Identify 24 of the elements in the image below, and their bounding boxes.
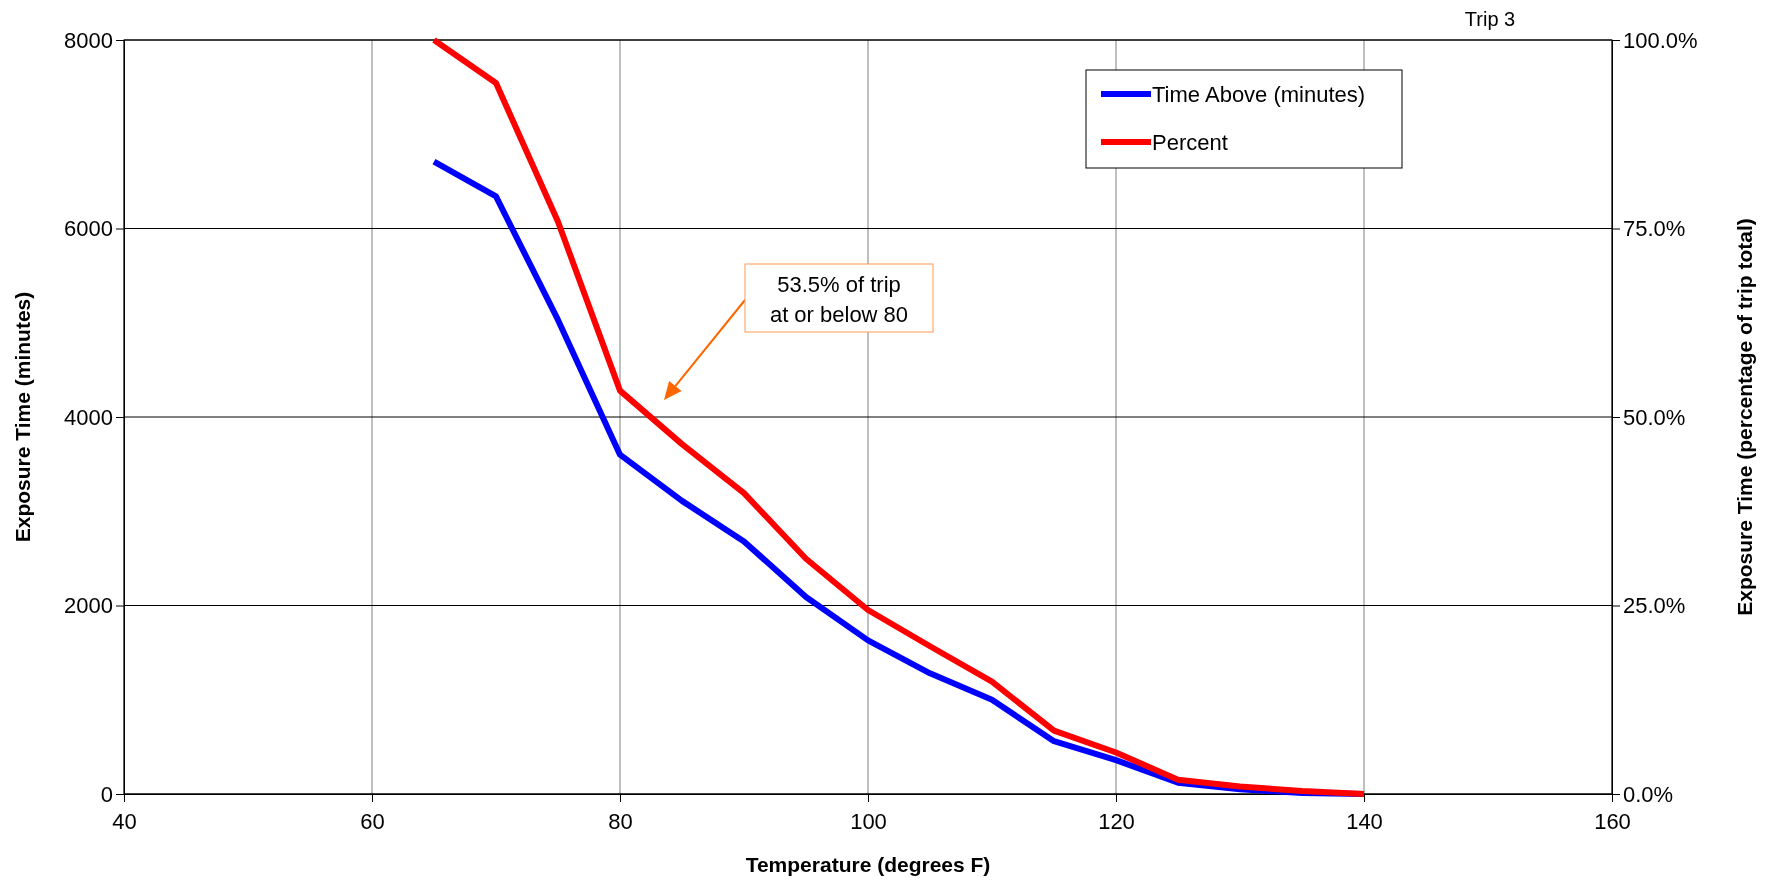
y-tick-label: 4000 xyxy=(64,404,113,430)
y2-tick-label: 50.0% xyxy=(1623,404,1686,430)
x-tick-label: 60 xyxy=(360,809,385,835)
x-tick-label: 160 xyxy=(1594,809,1631,835)
y-tick-label: 0 xyxy=(100,781,113,807)
x-tick-label: 100 xyxy=(850,809,887,835)
chart-title: Trip 3 xyxy=(1464,8,1516,30)
legend-label: Percent xyxy=(1152,130,1228,155)
x-tick-label: 140 xyxy=(1346,809,1383,835)
y-tick-label: 2000 xyxy=(64,593,113,619)
y-tick-label: 8000 xyxy=(64,27,113,53)
y-tick-label: 6000 xyxy=(64,216,113,242)
y2-tick-label: 75.0% xyxy=(1623,216,1686,242)
x-tick-label: 40 xyxy=(112,809,137,835)
x-axis-title: Temperature (degrees F) xyxy=(745,853,991,876)
y2-tick-label: 0.0% xyxy=(1623,781,1674,807)
x-tick-label: 80 xyxy=(608,809,633,835)
y2-tick-label: 100.0% xyxy=(1623,27,1698,53)
y2-axis-title: Exposure Time (percentage of trip total) xyxy=(1733,218,1756,616)
y-axis-title: Exposure Time (minutes) xyxy=(11,291,34,543)
y2-tick-label: 25.0% xyxy=(1623,593,1686,619)
annotation: 53.5% of trip at or below 80 xyxy=(769,272,909,327)
x-tick-label: 120 xyxy=(1098,809,1135,835)
legend-label: Time Above (minutes) xyxy=(1152,82,1366,107)
